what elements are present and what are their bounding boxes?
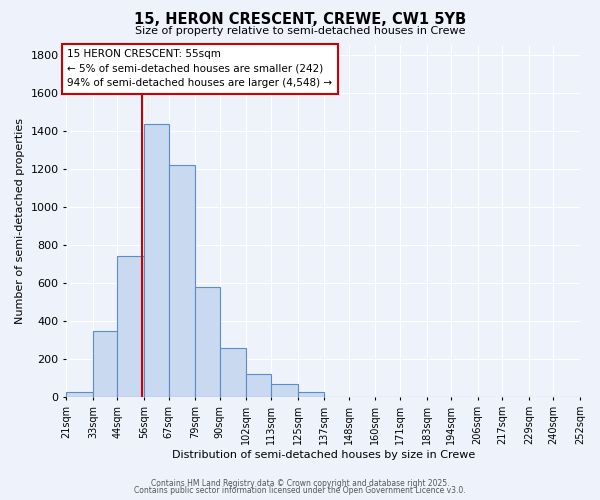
- Bar: [247, 374, 271, 398]
- Text: Contains public sector information licensed under the Open Government Licence v3: Contains public sector information licen…: [134, 486, 466, 495]
- Bar: [220, 348, 247, 398]
- Text: 15, HERON CRESCENT, CREWE, CW1 5YB: 15, HERON CRESCENT, CREWE, CW1 5YB: [134, 12, 466, 28]
- Text: Contains HM Land Registry data © Crown copyright and database right 2025.: Contains HM Land Registry data © Crown c…: [151, 478, 449, 488]
- Bar: [67, 392, 93, 398]
- Y-axis label: Number of semi-detached properties: Number of semi-detached properties: [15, 118, 25, 324]
- Bar: [144, 124, 169, 398]
- Bar: [195, 287, 220, 398]
- X-axis label: Distribution of semi-detached houses by size in Crewe: Distribution of semi-detached houses by …: [172, 450, 475, 460]
- Bar: [93, 330, 118, 398]
- Text: Size of property relative to semi-detached houses in Crewe: Size of property relative to semi-detach…: [135, 26, 465, 36]
- Bar: [118, 256, 144, 398]
- Bar: [271, 384, 298, 398]
- Text: 15 HERON CRESCENT: 55sqm
← 5% of semi-detached houses are smaller (242)
94% of s: 15 HERON CRESCENT: 55sqm ← 5% of semi-de…: [67, 49, 332, 88]
- Bar: [169, 165, 195, 398]
- Bar: [298, 392, 324, 398]
